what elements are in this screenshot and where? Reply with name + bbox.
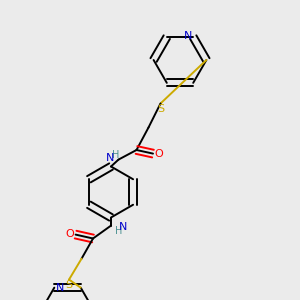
- Text: N: N: [56, 283, 64, 293]
- Text: H: H: [115, 226, 122, 236]
- Text: N: N: [184, 31, 193, 41]
- Text: S: S: [157, 104, 164, 114]
- Text: O: O: [154, 148, 164, 159]
- Text: O: O: [65, 229, 74, 239]
- Text: N: N: [119, 221, 127, 232]
- Text: S: S: [65, 280, 72, 290]
- Text: N: N: [106, 153, 114, 163]
- Text: H: H: [112, 149, 119, 160]
